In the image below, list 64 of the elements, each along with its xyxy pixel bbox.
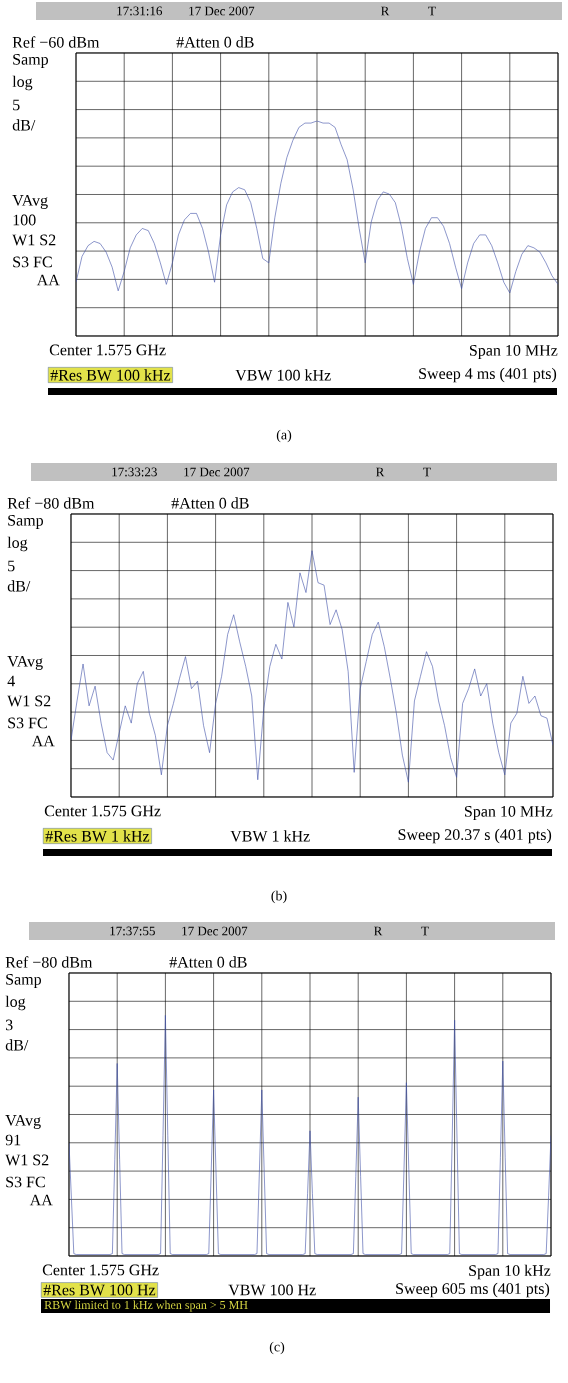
text: Span 10 MHz xyxy=(469,344,558,360)
text: Sweep 20.37 s (401 pts) xyxy=(398,828,552,844)
text: Samp xyxy=(13,53,49,68)
text: Ref −80 dBm xyxy=(7,497,95,509)
text: Center 1.575 GHz xyxy=(44,805,161,817)
text: AA xyxy=(29,1194,53,1206)
text: 100 xyxy=(13,214,36,226)
text: #Atten 0 dB xyxy=(176,36,254,48)
text: VAvg xyxy=(7,655,43,670)
text: RBW limited to 1 kHz when span > 5 MH xyxy=(44,1300,248,1312)
text: T xyxy=(428,6,436,16)
text: #Res BW 1 kHz xyxy=(45,830,150,842)
text: VBW 100 Hz xyxy=(228,1284,316,1296)
text: VAvg xyxy=(12,194,48,209)
text: 17 Dec 2007 xyxy=(189,6,255,16)
text: R xyxy=(376,467,385,477)
text: S3 FC xyxy=(8,717,47,729)
text: S3 FC xyxy=(6,1176,45,1188)
text: W1 S2 xyxy=(5,1154,49,1166)
text: W1 S2 xyxy=(12,234,56,246)
text: VAvg xyxy=(5,1114,41,1129)
text: R xyxy=(381,6,390,16)
text: T xyxy=(423,467,431,477)
text: S3 FC xyxy=(13,256,52,268)
text: log xyxy=(12,75,33,91)
text: VBW 1 kHz xyxy=(230,830,310,842)
text: 91 xyxy=(5,1134,21,1146)
text: 17:37:55 xyxy=(110,926,155,936)
text: (a) xyxy=(276,429,292,443)
text: Span 10 MHz xyxy=(464,805,553,821)
text: dB/ xyxy=(5,1039,29,1051)
text: Center 1.575 GHz xyxy=(49,344,166,356)
text: Ref −80 dBm xyxy=(5,956,93,968)
text: dB/ xyxy=(12,119,36,131)
text: dB/ xyxy=(7,580,31,592)
text: T xyxy=(421,926,429,936)
text: #Atten 0 dB xyxy=(171,497,249,509)
text: #Atten 0 dB xyxy=(169,956,247,968)
text: #Res BW 100 kHz xyxy=(50,369,171,381)
text: (c) xyxy=(269,1341,285,1355)
text: Span 10 kHz xyxy=(469,1264,551,1280)
text: 5 xyxy=(13,99,20,111)
text: 17:31:16 xyxy=(117,6,163,16)
text: Ref −60 dBm xyxy=(12,36,100,48)
text: Samp xyxy=(8,515,44,529)
text: 17 Dec 2007 xyxy=(184,467,250,477)
text: 17:33:23 xyxy=(112,467,157,477)
text: 5 xyxy=(8,560,15,572)
text: AA xyxy=(36,274,60,286)
text: Samp xyxy=(6,974,42,988)
text: 3 xyxy=(5,1019,13,1031)
text: 17 Dec 2007 xyxy=(182,926,248,936)
text: #Res BW 100 Hz xyxy=(43,1284,156,1296)
text: VBW 100 kHz xyxy=(235,369,331,381)
text: (b) xyxy=(271,890,287,904)
text: R xyxy=(374,926,383,936)
text: Center 1.575 GHz xyxy=(42,1264,159,1276)
text: Sweep 4 ms (401 pts) xyxy=(419,367,557,383)
text: AA xyxy=(31,735,55,747)
text: 4 xyxy=(7,675,15,687)
text: log xyxy=(5,995,26,1011)
text: W1 S2 xyxy=(7,695,51,707)
text: Sweep 605 ms (401 pts) xyxy=(396,1282,550,1298)
text: log xyxy=(7,536,28,552)
